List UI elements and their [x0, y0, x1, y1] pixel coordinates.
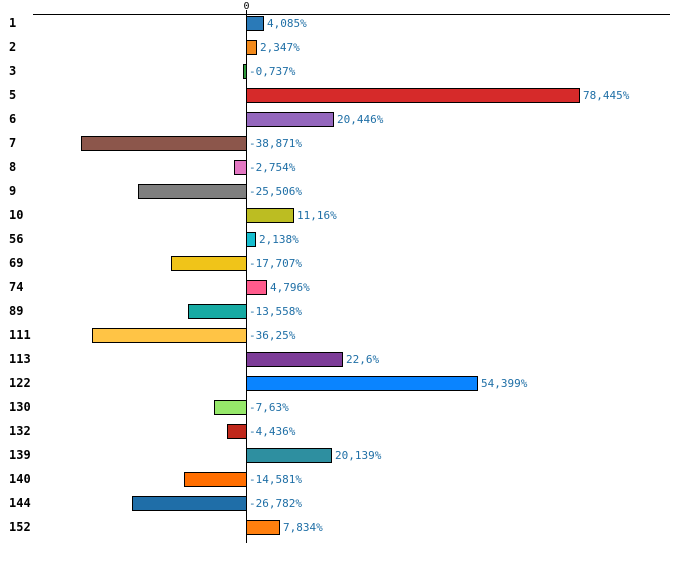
category-label: 69 — [9, 256, 23, 270]
value-label: 7,834% — [283, 521, 323, 534]
category-label: 122 — [9, 376, 31, 390]
bar — [188, 304, 247, 319]
value-label: 11,16% — [297, 209, 337, 222]
bar — [246, 232, 256, 247]
bar — [92, 328, 247, 343]
value-label: 2,347% — [260, 41, 300, 54]
bar — [246, 520, 280, 535]
value-label: 20,446% — [337, 113, 384, 126]
zero-tick-label: 0 — [243, 1, 249, 12]
bar — [246, 40, 257, 55]
category-label: 5 — [9, 88, 16, 102]
category-label: 8 — [9, 160, 16, 174]
value-label: -36,25% — [249, 329, 296, 342]
category-label: 111 — [9, 328, 31, 342]
value-label: 54,399% — [481, 377, 528, 390]
category-label: 10 — [9, 208, 23, 222]
bar — [214, 400, 247, 415]
value-label: -4,436% — [249, 425, 296, 438]
category-label: 6 — [9, 112, 16, 126]
bar — [246, 208, 294, 223]
bar — [246, 448, 332, 463]
bar — [132, 496, 247, 511]
bar — [171, 256, 247, 271]
category-label: 3 — [9, 64, 16, 78]
bar — [246, 112, 334, 127]
value-label: 78,445% — [583, 89, 630, 102]
category-label: 140 — [9, 472, 31, 486]
category-label: 89 — [9, 304, 23, 318]
bar — [234, 160, 247, 175]
value-labels: 4,085% 2,347% -0,737% 78,445% 20,446% -38,871… — [249, 17, 630, 534]
bar — [246, 280, 267, 295]
category-label: 74 — [9, 280, 23, 294]
category-label: 113 — [9, 352, 31, 366]
value-label: -17,707% — [249, 257, 302, 270]
category-labels: 1235678910566974891111131221301321391401… — [9, 16, 31, 534]
value-label: 20,139% — [335, 449, 382, 462]
value-label: -38,871% — [249, 137, 302, 150]
category-label: 130 — [9, 400, 31, 414]
category-label: 56 — [9, 232, 23, 246]
value-label: -0,737% — [249, 65, 296, 78]
bar — [246, 376, 478, 391]
category-label: 132 — [9, 424, 31, 438]
bars — [81, 16, 580, 535]
bar — [138, 184, 247, 199]
value-label: 22,6% — [346, 353, 379, 366]
bar — [246, 352, 343, 367]
bar — [246, 16, 264, 31]
category-label: 1 — [9, 16, 16, 30]
value-label: -26,782% — [249, 497, 302, 510]
category-label: 144 — [9, 496, 31, 510]
category-label: 139 — [9, 448, 31, 462]
value-label: 4,796% — [270, 281, 310, 294]
value-label: -14,581% — [249, 473, 302, 486]
value-label: 2,138% — [259, 233, 299, 246]
category-label: 2 — [9, 40, 16, 54]
bar — [81, 136, 247, 151]
bar — [246, 88, 580, 103]
value-label: 4,085% — [267, 17, 307, 30]
value-label: -2,754% — [249, 161, 296, 174]
bar — [243, 64, 247, 79]
value-label: -7,63% — [249, 401, 289, 414]
value-label: -13,558% — [249, 305, 302, 318]
bar — [227, 424, 247, 439]
category-label: 7 — [9, 136, 16, 150]
category-label: 9 — [9, 184, 16, 198]
category-label: 152 — [9, 520, 31, 534]
bar — [184, 472, 247, 487]
value-label: -25,506% — [249, 185, 302, 198]
